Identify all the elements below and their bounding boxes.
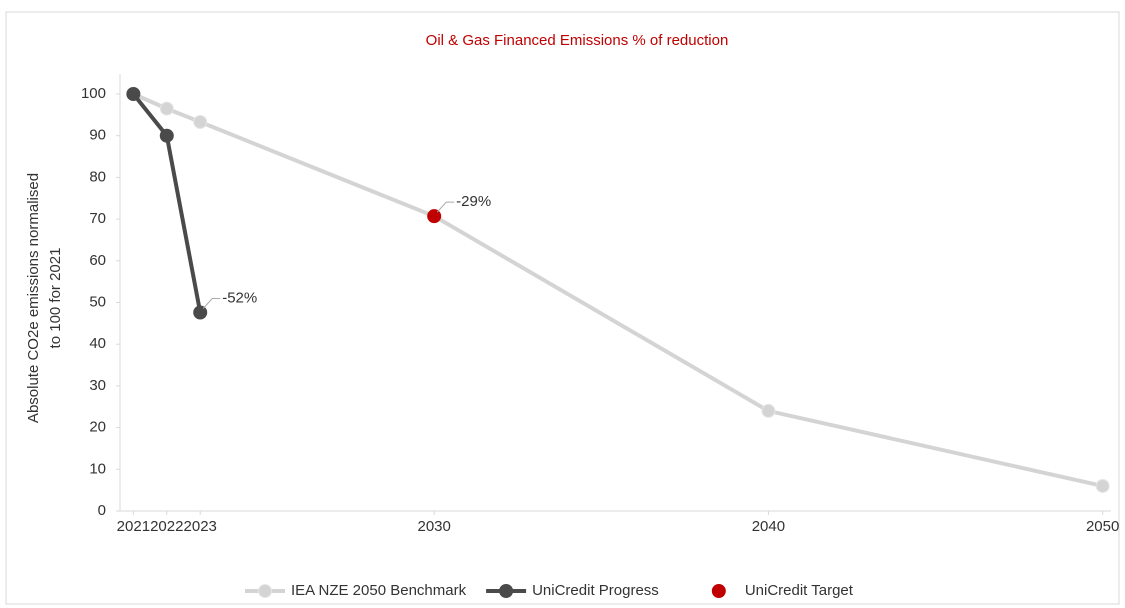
- x-tick-label: 2030: [417, 518, 450, 535]
- legend-label: UniCredit Progress: [532, 582, 659, 599]
- y-tick-label: 70: [89, 210, 106, 227]
- chart-title: Oil & Gas Financed Emissions % of reduct…: [426, 32, 729, 49]
- annotation: -52%: [222, 289, 257, 306]
- y-tick-label: 100: [81, 85, 106, 102]
- point: [761, 403, 776, 418]
- x-tick-label: 2022: [150, 518, 183, 535]
- point: [159, 101, 174, 116]
- series-line: [131, 92, 203, 313]
- y-tick-label: 0: [98, 502, 106, 519]
- legend-marker: [711, 584, 726, 598]
- y-tick-label: 40: [89, 335, 106, 352]
- x-tick-label: 2050: [1086, 518, 1119, 535]
- y-tick-label: 80: [89, 168, 106, 185]
- point: [126, 87, 141, 101]
- point: [427, 209, 442, 224]
- y-tick-label: 20: [89, 419, 106, 436]
- legend-marker: [258, 584, 272, 598]
- point: [193, 114, 208, 129]
- x-tick-label: 2021: [117, 518, 150, 535]
- frame: [5, 11, 1120, 605]
- x-tick-label: 2023: [184, 518, 217, 535]
- legend-label: IEA NZE 2050 Benchmark: [291, 582, 467, 599]
- series-line: [132, 92, 1104, 488]
- y-axis-label: Absolute CO2e emissions normalised: [25, 173, 42, 423]
- y-tick-label: 50: [89, 293, 106, 310]
- x-tick-label: 2040: [752, 518, 785, 535]
- y-tick-label: 60: [89, 252, 106, 269]
- legend-label: UniCredit Target: [745, 582, 854, 599]
- annotation-leader: [436, 201, 455, 213]
- annotation: -29%: [456, 193, 491, 210]
- point: [1095, 478, 1110, 493]
- annotation-leader: [202, 298, 221, 309]
- y-axis-label: to 100 for 2021: [47, 248, 64, 349]
- y-tick-label: 10: [89, 460, 106, 477]
- point: [193, 305, 208, 320]
- point: [159, 128, 174, 143]
- legend-marker: [499, 584, 514, 598]
- y-tick-label: 90: [89, 127, 106, 144]
- y-tick-label: 30: [89, 377, 106, 394]
